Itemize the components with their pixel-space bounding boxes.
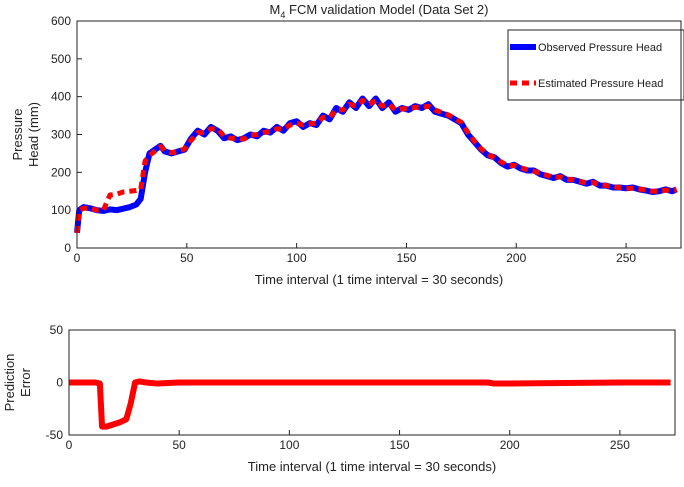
x-tick-label: 250 — [610, 438, 630, 452]
x-axis-label: Time interval (1 time interval = 30 seco… — [255, 272, 503, 287]
data-line — [74, 95, 678, 234]
plot-frame — [68, 329, 676, 436]
legend-box — [507, 29, 684, 101]
x-tick-label: 200 — [506, 251, 526, 265]
y-tick-label: 200 — [51, 165, 71, 179]
x-tick-label: 150 — [390, 438, 410, 452]
data-line — [69, 378, 671, 430]
y-tick-label: 50 — [50, 323, 64, 337]
x-tick-label: 200 — [500, 438, 520, 452]
y-tick-label: 100 — [51, 203, 71, 217]
x-tick-label: 50 — [180, 251, 194, 265]
y-tick-label: 400 — [51, 90, 71, 104]
y-axis-label: Head (mm) — [26, 102, 41, 167]
x-tick-label: 50 — [173, 438, 187, 452]
y-tick-label: 500 — [51, 52, 71, 66]
y-tick-label: 600 — [51, 14, 71, 28]
y-axis-label: Prediction — [2, 354, 17, 412]
y-tick-label: 300 — [51, 128, 71, 142]
y-tick-label: 0 — [64, 241, 71, 255]
x-tick-label: 0 — [74, 251, 81, 265]
legend-label: Observed Pressure Head — [538, 42, 662, 54]
x-tick-label: 0 — [66, 438, 73, 452]
plot-frame — [76, 20, 682, 249]
legend: Observed Pressure Head Estimated Pressure… — [507, 29, 684, 101]
y-axis-label: Error — [18, 367, 33, 397]
title-part: M — [270, 2, 281, 17]
x-tick-label: 150 — [396, 251, 416, 265]
y-axis-label: Pressure — [10, 108, 25, 160]
title-part: FCM validation Model (Data Set 2) — [285, 2, 488, 17]
plot-area — [76, 20, 682, 249]
y-tick-label: -50 — [46, 428, 64, 442]
title-part: 4 — [280, 10, 285, 20]
x-tick-label: 100 — [287, 251, 307, 265]
x-tick-label: 250 — [616, 251, 636, 265]
data-line — [74, 97, 678, 234]
legend-label: Estimated Pressure Head — [538, 78, 663, 90]
chart-title: M4 FCM validation Model (Data Set 2) — [270, 2, 489, 20]
x-axis-label: Time interval (1 time interval = 30 seco… — [248, 459, 496, 474]
y-tick-label: 0 — [56, 376, 63, 390]
x-tick-label: 100 — [279, 438, 299, 452]
